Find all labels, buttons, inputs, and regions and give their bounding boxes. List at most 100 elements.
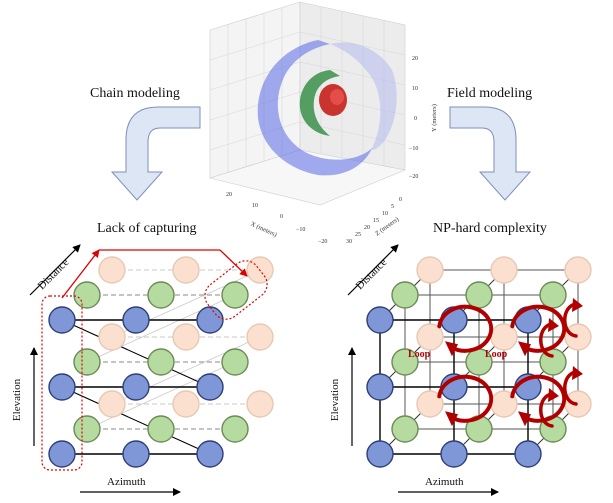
loop-arrow-head <box>572 298 583 312</box>
chain-modeling-arrow <box>110 106 201 201</box>
green-node <box>147 348 175 376</box>
peach-node <box>172 256 200 284</box>
x-tick: 20 <box>226 192 232 198</box>
peach-node <box>172 390 200 418</box>
loop-arrow-head <box>518 411 531 427</box>
loop-label: Loop <box>408 349 431 360</box>
x-tick: 10 <box>252 203 258 209</box>
loop-arrow-head <box>445 411 458 427</box>
green-node <box>73 281 101 309</box>
field-modeling-label: Field modeling <box>447 86 532 101</box>
green-node <box>539 281 567 309</box>
blue-point-cloud <box>257 40 372 176</box>
peach-node <box>564 390 592 418</box>
blue-node <box>196 306 224 334</box>
red-point-cloud-highlight <box>330 89 344 105</box>
chain-modeling-label: Chain modeling <box>90 86 180 101</box>
x-axis-ticks: 20 10 0 −10 −20 <box>226 192 327 245</box>
y-tick: 10 <box>412 86 418 92</box>
z-tick: 30 <box>346 239 352 245</box>
loop-arrow-head <box>572 366 583 380</box>
blue-node <box>366 373 394 401</box>
green-node <box>147 415 175 443</box>
green-node <box>391 281 419 309</box>
loop-arrow <box>437 304 494 353</box>
blue-node <box>514 440 542 468</box>
blue-node <box>366 440 394 468</box>
green-node <box>147 281 175 309</box>
peach-node <box>246 390 274 418</box>
green-node <box>221 348 249 376</box>
chain-link-line <box>61 386 211 455</box>
loop-arrow-head <box>548 318 559 332</box>
green-point-cloud <box>299 70 340 136</box>
chain-lattice-nodes <box>48 256 274 468</box>
y-tick: 0 <box>414 116 417 122</box>
green-node <box>221 281 249 309</box>
peach-node <box>416 256 444 284</box>
y-tick: −10 <box>409 146 418 152</box>
y-axis-label: Y (meters) <box>431 104 438 132</box>
x-tick: −10 <box>296 227 305 233</box>
azimuth-axis-label: Azimuth <box>425 476 464 488</box>
chain-link-line <box>61 319 211 388</box>
y-axis-ticks: 20 10 0 −10 −20 <box>409 56 418 180</box>
peach-node <box>98 390 126 418</box>
z-tick: 0 <box>399 197 402 203</box>
distance-axis-label: Distance <box>36 256 72 292</box>
x-tick: 0 <box>280 214 283 220</box>
y-tick: −20 <box>409 174 418 180</box>
peach-node <box>416 390 444 418</box>
green-node <box>391 348 419 376</box>
loop-arrow-head <box>548 388 559 402</box>
blue-node <box>196 440 224 468</box>
peach-node <box>564 256 592 284</box>
green-node <box>73 348 101 376</box>
distance-diagonal-highlight <box>204 260 268 320</box>
blue-node <box>366 306 394 334</box>
blue-node <box>48 440 76 468</box>
x-tick: −20 <box>318 239 327 245</box>
chain-lattice: Distance Elevation Azimuth <box>11 244 274 496</box>
azimuth-column-highlight <box>41 295 83 471</box>
blue-node <box>122 373 150 401</box>
field-lattice-nodes <box>366 256 592 468</box>
blue-node <box>514 306 542 334</box>
z-axis-ticks: 30 25 20 15 10 5 0 <box>346 197 402 245</box>
loop-arrow-head <box>445 341 458 357</box>
green-node <box>465 281 493 309</box>
np-hard-complexity-label: NP-hard complexity <box>433 221 547 236</box>
green-node <box>221 415 249 443</box>
azimuth-axis-label: Azimuth <box>107 476 146 488</box>
peach-node <box>172 323 200 351</box>
field-lattice: Loop Loop Distance Elevation Azimuth <box>329 244 592 496</box>
z-tick: 5 <box>391 204 394 210</box>
chain-link-line <box>86 294 236 363</box>
blue-node <box>440 440 468 468</box>
blue-node <box>196 373 224 401</box>
distance-axis-arrow <box>29 244 81 296</box>
lack-of-capturing-label: Lack of capturing <box>97 221 197 236</box>
loop-arrows <box>437 298 583 428</box>
distance-axis-arrow <box>347 244 399 296</box>
y-tick: 20 <box>412 56 418 62</box>
peach-node <box>98 256 126 284</box>
loop-arrow-head <box>518 341 531 357</box>
z-tick: 25 <box>355 232 361 238</box>
green-node <box>73 415 101 443</box>
x-axis-label: X (meters) <box>249 221 277 239</box>
peach-node <box>98 323 126 351</box>
green-node <box>391 415 419 443</box>
red-arrow-right <box>219 249 248 277</box>
3d-point-cloud-plot: 20 10 0 −10 −20 Y (meters) 20 10 0 −10 −… <box>208 1 438 245</box>
red-arrow-left <box>61 249 100 299</box>
distance-axis-label: Distance <box>354 256 390 292</box>
loop-label: Loop <box>485 349 508 360</box>
chain-link-line <box>86 361 236 430</box>
elevation-axis-label: Elevation <box>11 378 23 421</box>
z-tick: 15 <box>373 218 379 224</box>
z-tick: 10 <box>382 211 388 217</box>
peach-node <box>490 256 518 284</box>
elevation-axis-label: Elevation <box>329 378 341 421</box>
